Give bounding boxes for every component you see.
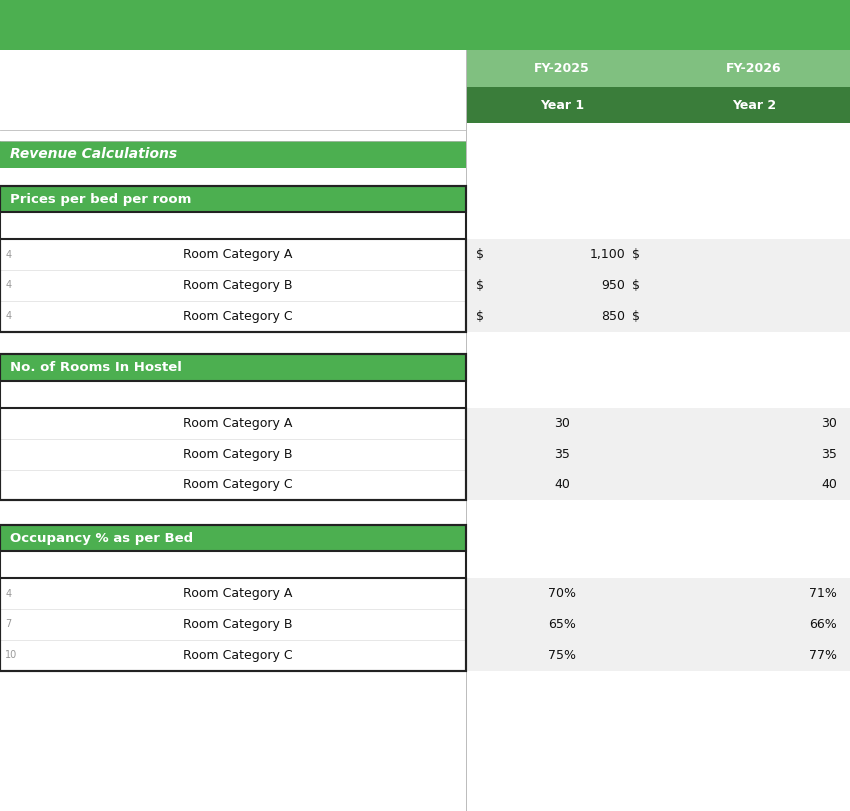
Text: $: $: [632, 279, 640, 292]
Text: Room Category C: Room Category C: [184, 310, 292, 323]
Bar: [0, 408, 466, 500]
Bar: [658, 640, 850, 671]
Bar: [658, 609, 850, 640]
Bar: [466, 301, 658, 332]
Text: Year 1: Year 1: [540, 98, 584, 112]
Bar: [466, 239, 658, 270]
Bar: [466, 87, 658, 123]
Text: $: $: [476, 248, 484, 261]
Text: 7: 7: [5, 620, 11, 629]
Text: 4: 4: [5, 281, 11, 290]
Bar: [0, 130, 466, 141]
Bar: [0, 354, 466, 500]
Bar: [466, 609, 658, 640]
Text: Prices per bed per room: Prices per bed per room: [10, 192, 191, 206]
Text: Room Category C: Room Category C: [184, 478, 292, 491]
Text: Room Category B: Room Category B: [184, 279, 292, 292]
Text: Room Category A: Room Category A: [184, 587, 292, 600]
Text: 10: 10: [5, 650, 17, 660]
Bar: [658, 87, 850, 123]
Text: 1,100: 1,100: [590, 248, 626, 261]
Text: 30: 30: [821, 417, 837, 430]
Text: $: $: [632, 310, 640, 323]
Bar: [0, 525, 466, 671]
Text: Year 2: Year 2: [732, 98, 776, 112]
Bar: [658, 270, 850, 301]
Bar: [0, 354, 466, 381]
Bar: [0, 0, 466, 50]
Text: 77%: 77%: [809, 649, 837, 662]
Text: 35: 35: [554, 448, 570, 461]
Bar: [0, 578, 466, 671]
Bar: [0, 186, 466, 212]
Bar: [466, 470, 658, 500]
Text: FY-2025: FY-2025: [534, 62, 590, 75]
Text: Occupancy % as per Bed: Occupancy % as per Bed: [10, 531, 193, 545]
Text: $: $: [476, 279, 484, 292]
Text: 950: 950: [602, 279, 626, 292]
Bar: [658, 408, 850, 439]
Text: Room Category B: Room Category B: [184, 618, 292, 631]
Text: 40: 40: [554, 478, 570, 491]
Bar: [658, 50, 850, 87]
Bar: [658, 470, 850, 500]
Bar: [0, 50, 466, 123]
Text: 850: 850: [602, 310, 626, 323]
Bar: [0, 525, 466, 551]
Text: 65%: 65%: [548, 618, 575, 631]
Bar: [658, 439, 850, 470]
Text: FY-2026: FY-2026: [726, 62, 782, 75]
Text: Room Category A: Room Category A: [184, 248, 292, 261]
Text: 4: 4: [5, 311, 11, 321]
Text: $: $: [476, 310, 484, 323]
Text: 75%: 75%: [548, 649, 575, 662]
Text: 40: 40: [821, 478, 837, 491]
Bar: [658, 301, 850, 332]
Bar: [0, 186, 466, 212]
Text: $: $: [632, 248, 640, 261]
Text: 35: 35: [821, 448, 837, 461]
Text: 71%: 71%: [809, 587, 837, 600]
Text: No. of Rooms In Hostel: No. of Rooms In Hostel: [10, 361, 182, 375]
Text: 70%: 70%: [548, 587, 575, 600]
Bar: [0, 239, 466, 332]
Bar: [0, 186, 466, 332]
Bar: [466, 50, 658, 87]
Text: 4: 4: [5, 589, 11, 599]
Bar: [466, 439, 658, 470]
Text: 66%: 66%: [809, 618, 837, 631]
Bar: [0, 354, 466, 381]
Bar: [658, 578, 850, 609]
Bar: [466, 270, 658, 301]
Bar: [0, 500, 466, 525]
Bar: [0, 168, 466, 186]
Text: 30: 30: [554, 417, 570, 430]
Bar: [0, 525, 466, 551]
Bar: [0, 671, 466, 811]
Bar: [466, 640, 658, 671]
Text: Room Category A: Room Category A: [184, 417, 292, 430]
Bar: [0, 332, 466, 354]
Text: Revenue Calculations: Revenue Calculations: [10, 148, 178, 161]
Bar: [466, 408, 658, 439]
Bar: [0, 141, 466, 168]
Text: Room Category B: Room Category B: [184, 448, 292, 461]
Bar: [658, 239, 850, 270]
Bar: [466, 578, 658, 609]
Bar: [0, 0, 850, 50]
Text: 4: 4: [5, 250, 11, 260]
Text: Room Category C: Room Category C: [184, 649, 292, 662]
